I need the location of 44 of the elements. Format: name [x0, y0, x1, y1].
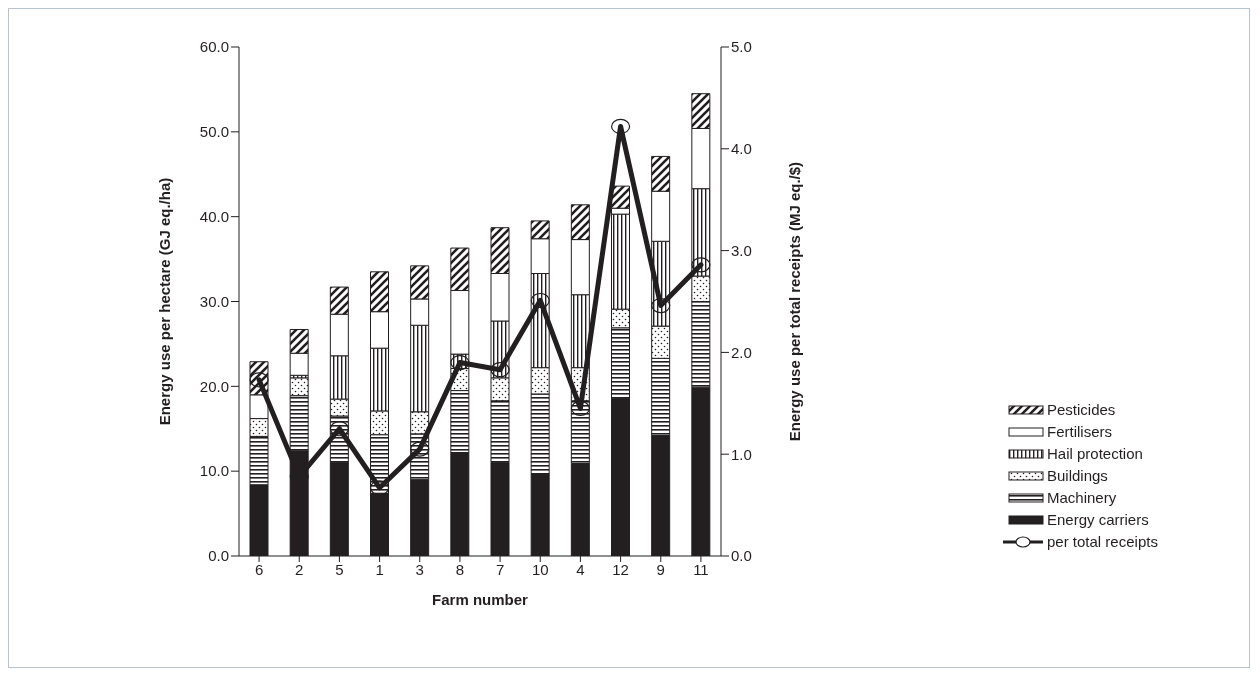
y-tick-label: 10.0 [199, 462, 229, 480]
point [610, 118, 631, 134]
legend-label: Energy carriers [1047, 510, 1149, 530]
y-tick-label: 0.0 [208, 547, 229, 565]
y2-tick-label: 3.0 [731, 241, 752, 259]
point [249, 372, 269, 388]
x-tick-label: 7 [495, 560, 505, 578]
x-tick-label: 6 [254, 560, 264, 578]
point [410, 441, 430, 457]
x-axis-title: Farm number [432, 590, 529, 608]
x-tick-label: 5 [335, 560, 344, 578]
x-tick-label: 10 [531, 560, 549, 578]
x-tick-label: 3 [415, 560, 424, 578]
y-tick-label: 40.0 [199, 207, 229, 225]
legend-label: Hail protection [1047, 444, 1143, 464]
point [691, 257, 711, 273]
y2-tick-label: 0.0 [731, 547, 752, 565]
x-tick-label: 1 [375, 560, 384, 578]
y2-tick-label: 2.0 [731, 343, 752, 361]
x-tick-label: 2 [295, 560, 304, 578]
y2-axis-title: Energy use per total receipts (MJ eq./$) [786, 161, 804, 442]
point [570, 400, 591, 416]
y-tick-label: 30.0 [199, 292, 229, 310]
point [329, 421, 350, 437]
legend-label: per total receipts [1047, 532, 1158, 552]
x-tick-label: 4 [576, 560, 585, 578]
y-tick-label: 50.0 [199, 123, 229, 141]
y-axis-title: Energy use per hectare (GJ eq./ha) [156, 177, 174, 426]
x-tick-label: 12 [612, 560, 629, 578]
y-tick-label: 60.0 [199, 38, 229, 56]
point [490, 362, 510, 378]
legend-label: Machinery [1047, 488, 1117, 508]
legend-label: Buildings [1047, 466, 1108, 486]
point [651, 297, 671, 314]
y2-tick-label: 1.0 [731, 445, 752, 463]
point [530, 292, 550, 309]
x-tick-label: 11 [693, 560, 709, 578]
y-tick-label: 20.0 [199, 377, 229, 395]
legend-label: Fertilisers [1047, 422, 1113, 442]
legend-label: Pesticides [1047, 400, 1116, 420]
y2-tick-label: 4.0 [731, 140, 752, 158]
y2-tick-label: 5.0 [731, 38, 752, 56]
x-tick-label: 9 [656, 560, 665, 578]
x-tick-label: 8 [455, 560, 465, 578]
